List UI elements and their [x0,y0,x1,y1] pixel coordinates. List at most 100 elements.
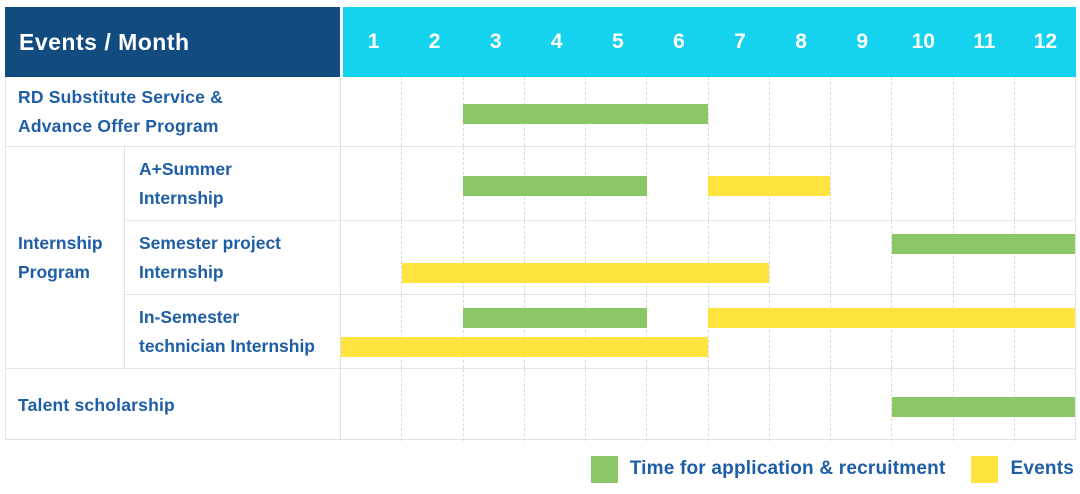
month-grid-cell [523,369,585,441]
month-header-cell: 12 [1033,30,1058,53]
events-month-table: Events / Month 1 2 3 4 5 6 7 8 9 10 11 12 RD Substi… [5,7,1076,441]
row-label-rd-substitute: RD Substitute Service & Advance Offer Pr… [6,77,341,146]
legend: Time for application & recruitment Event… [0,448,1074,490]
month-grid-cell [707,295,769,368]
month-header-cell: 8 [795,30,807,53]
month-grid-cell [830,77,891,146]
legend-item-application: Time for application & recruitment [590,455,946,483]
month-grid-cell [646,295,707,368]
month-header-cell: 4 [550,30,563,53]
group-label-internship-program: Internship Program [6,147,125,368]
group-subrows: A+Summer Internship Semester project Int… [125,147,1075,368]
group-label-line: Internship [18,232,103,253]
application-period-bar [891,397,1075,417]
table-row: Semester project Internship [125,220,1075,294]
month-grid-cell [1013,295,1075,368]
month-grid-cell [462,147,524,220]
application-color-swatch-icon [590,455,618,483]
table-row: A+Summer Internship [125,147,1075,220]
events-color-swatch-icon [971,455,999,483]
month-grid-cell [1013,77,1075,146]
row-label-line: Advance Offer Program [18,115,219,136]
month-grid-cell [952,295,1014,368]
month-grid-cell [401,295,462,368]
month-grid-cell [462,369,524,441]
month-grid-cell [401,369,462,441]
month-grid-cell [830,295,891,368]
month-grid-cell [585,295,646,368]
month-grid-cell [1013,147,1075,220]
month-header-cell: 11 [973,30,996,53]
row-label-talent-scholarship: Talent scholarship [6,369,341,441]
event-period-bar [402,263,770,283]
month-grid-cell [768,77,830,146]
month-grid-cell [952,147,1014,220]
events-month-header-cell: Events / Month [5,7,340,77]
month-grid-cell [646,221,707,294]
gantt-row-grid [341,221,1075,294]
row-label-line: Semester project [139,232,282,253]
month-grid-cell [830,147,891,220]
row-label-in-semester-technician: In-Semester technician Internship [125,295,341,368]
event-period-bar [341,337,708,357]
month-grid-cell [462,221,524,294]
row-label-line: technician Internship [139,335,315,356]
month-grid-cell [1013,221,1075,294]
month-grid-cell [341,77,401,146]
month-grid-cell [341,221,401,294]
application-period-bar [463,308,647,328]
month-grid-cell [585,369,646,441]
gantt-row-grid [341,147,1075,220]
row-label-line: RD Substitute Service & [18,86,223,107]
month-header-cell: 6 [673,30,685,53]
row-label-line: Internship [139,187,224,208]
month-grid-cell [768,369,830,441]
gantt-row-grid [341,369,1075,441]
month-header-cell: 10 [911,30,935,53]
internship-program-group: Internship Program A+Summer Internship S… [6,146,1075,368]
month-grid-cell [891,147,952,220]
event-period-bar [708,175,831,196]
event-period-bar [708,308,1075,328]
month-header-cell: 7 [734,30,746,53]
month-grid-cell [707,77,769,146]
month-grid-cell [707,369,769,441]
month-grid-cell [341,295,401,368]
month-grid-cell [646,369,707,441]
row-label-line: Talent scholarship [18,394,175,415]
month-grid-cell [952,221,1014,294]
month-grid-cell [952,77,1014,146]
row-label-line: In-Semester [139,306,240,327]
legend-label: Events [1010,458,1074,479]
month-grid-cell [707,221,769,294]
month-header-cell: 5 [612,30,624,53]
month-grid-cell [646,147,707,220]
legend-label: Time for application & recruitment [629,458,946,479]
table-row: RD Substitute Service & Advance Offer Pr… [6,77,1075,146]
application-period-bar [463,175,647,196]
month-header-cell: 9 [856,30,868,53]
table-row: In-Semester technician Internship [125,294,1075,368]
events-month-header-label: Events / Month [19,28,190,55]
month-grid-cell [523,221,585,294]
month-header-cell: 1 [367,30,380,53]
month-grid-cell [401,221,462,294]
legend-item-events: Events [971,455,1074,483]
group-label-line: Program [18,261,90,282]
row-label-semester-project: Semester project Internship [125,221,341,294]
month-grid-cell [891,77,952,146]
application-period-bar [891,234,1075,254]
table-row: Talent scholarship [6,368,1075,441]
month-grid-cell [585,221,646,294]
month-grid-cell [523,295,585,368]
table-header-row: Events / Month 1 2 3 4 5 6 7 8 9 10 11 12 [5,7,1076,77]
month-grid-cell [341,369,401,441]
application-period-bar [463,103,708,124]
month-grid-cell [830,369,891,441]
row-label-a-plus-summer: A+Summer Internship [125,147,341,220]
table-body: RD Substitute Service & Advance Offer Pr… [5,77,1076,441]
row-label-line: A+Summer [139,158,232,179]
month-grid-cell [462,77,524,146]
month-header-cell: 3 [489,30,502,53]
month-grid-cell [830,221,891,294]
